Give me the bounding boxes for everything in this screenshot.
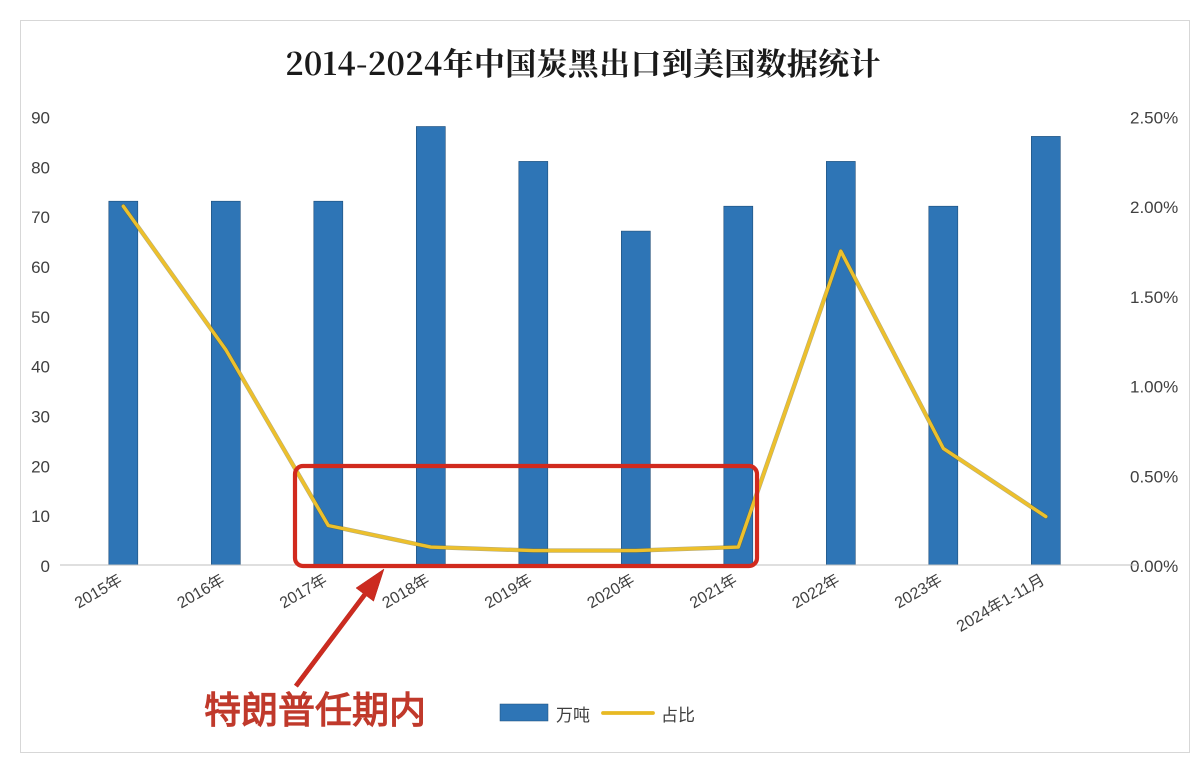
svg-text:2021年: 2021年	[687, 571, 741, 612]
svg-text:2.50%: 2.50%	[1130, 109, 1178, 128]
svg-text:1.00%: 1.00%	[1130, 378, 1178, 397]
svg-text:2.00%: 2.00%	[1130, 198, 1178, 217]
svg-text:2015年: 2015年	[72, 571, 126, 612]
svg-text:2022年: 2022年	[789, 571, 843, 612]
svg-text:20: 20	[31, 457, 50, 476]
svg-text:占比: 占比	[661, 706, 695, 725]
svg-text:2016年: 2016年	[174, 571, 228, 612]
svg-text:特朗普任期内: 特朗普任期内	[204, 690, 426, 731]
svg-text:2018年: 2018年	[379, 571, 433, 612]
svg-text:80: 80	[31, 158, 50, 177]
svg-text:70: 70	[31, 208, 50, 227]
svg-text:30: 30	[31, 408, 50, 427]
svg-text:万吨: 万吨	[556, 706, 590, 725]
svg-text:60: 60	[31, 258, 50, 277]
svg-text:2023年: 2023年	[892, 571, 946, 612]
svg-text:2019年: 2019年	[482, 571, 536, 612]
svg-text:0: 0	[41, 557, 50, 576]
svg-text:40: 40	[31, 358, 50, 377]
svg-text:2020年: 2020年	[584, 571, 638, 612]
svg-text:2024年1-11月: 2024年1-11月	[954, 571, 1048, 636]
svg-text:10: 10	[31, 507, 50, 526]
svg-text:2017年: 2017年	[277, 571, 331, 612]
svg-text:0.00%: 0.00%	[1130, 557, 1178, 576]
svg-text:90: 90	[31, 109, 50, 128]
svg-text:1.50%: 1.50%	[1130, 288, 1178, 307]
svg-text:0.50%: 0.50%	[1130, 467, 1178, 486]
svg-text:50: 50	[31, 308, 50, 327]
